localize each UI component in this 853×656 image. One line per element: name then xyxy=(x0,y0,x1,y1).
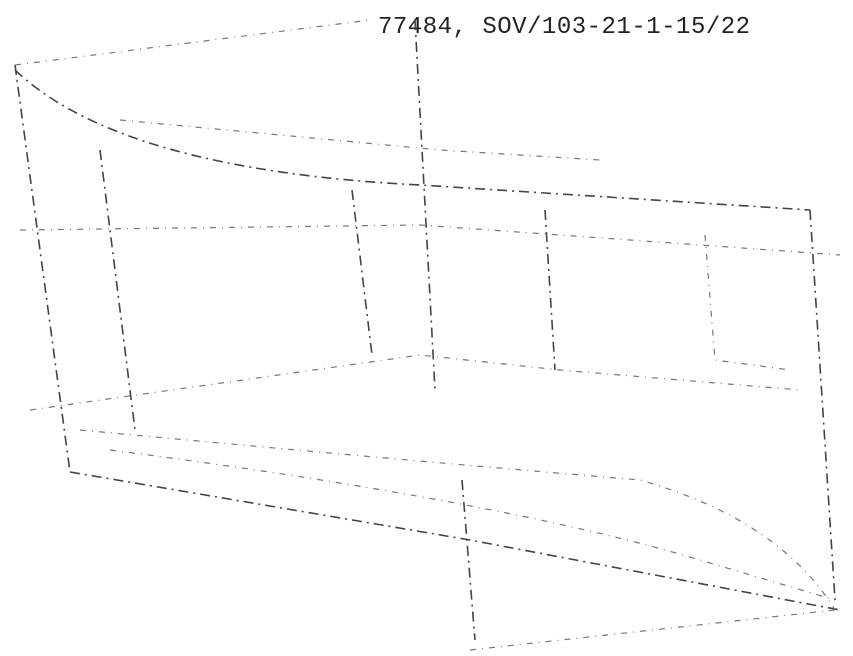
lower-vertical xyxy=(462,480,475,640)
top-edge xyxy=(15,20,370,65)
lower-curve xyxy=(80,430,835,610)
bottom-line xyxy=(470,610,835,650)
upper-line xyxy=(120,120,600,160)
left-boundary xyxy=(15,65,70,472)
inner-vertical-2 xyxy=(352,190,372,355)
inner-vertical-1 xyxy=(100,150,135,430)
bottom-curve xyxy=(110,450,835,600)
diagram xyxy=(0,0,853,656)
middle-horizontal xyxy=(20,225,840,255)
right-box xyxy=(705,235,790,370)
step-line xyxy=(30,355,800,410)
right-boundary xyxy=(810,210,835,600)
top-curve xyxy=(15,70,810,210)
center-vertical xyxy=(415,20,435,390)
page: 77484, SOV/103-21-1-15/22 xyxy=(0,0,853,656)
bottom-edge xyxy=(70,472,840,610)
